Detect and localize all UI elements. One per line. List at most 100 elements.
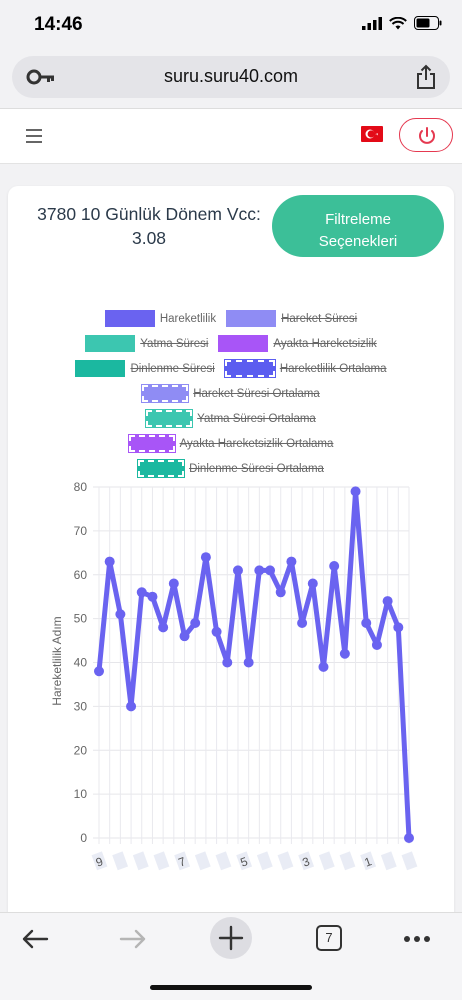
filter-label-line2: Seçenekleri: [318, 232, 398, 250]
x-tick: 3: [298, 851, 315, 871]
legend-item-hareketlilik[interactable]: Hareketlilik: [104, 310, 217, 327]
y-tick-label: 80: [74, 480, 88, 494]
status-icons: [362, 16, 442, 30]
legend-swatch: [218, 335, 269, 352]
x-tick-bg: [194, 851, 211, 871]
x-tick: [318, 851, 335, 871]
legend-item-dinlenme-suresi[interactable]: Dinlenme Süresi: [75, 360, 215, 377]
y-tick-label: 10: [74, 787, 88, 801]
key-icon[interactable]: [26, 68, 56, 86]
y-tick-label: 70: [74, 524, 88, 538]
x-tick-label: 1: [362, 854, 373, 870]
data-point: [158, 622, 169, 633]
legend-label: Ayakta Hareketsizlik: [273, 337, 377, 350]
legend-item-yatma-suresi[interactable]: Yatma Süresi: [85, 335, 208, 352]
series-layer: [94, 486, 414, 843]
x-tick: [112, 851, 129, 871]
legend-swatch: [127, 434, 176, 453]
legend-row-2: Yatma Süresi Ayakta Hareketsizlik: [8, 335, 454, 352]
legend-label: Ayakta Hareketsizlik Ortalama: [179, 437, 334, 450]
legend-swatch: [145, 409, 194, 428]
x-tick-bg: [91, 851, 108, 871]
legend-item-hareket-suresi-ortalama[interactable]: Hareket Süresi Ortalama: [141, 384, 320, 403]
x-tick: [380, 851, 397, 871]
x-tick-label: 9: [94, 854, 105, 870]
data-point: [297, 618, 308, 629]
y-tick-label: 50: [74, 612, 88, 626]
data-point: [286, 556, 297, 567]
legend-item-hareket-suresi[interactable]: Hareket Süresi: [226, 310, 357, 327]
y-axis-title: Hareketlilik Adım: [50, 616, 64, 705]
legend-label: Yatma Süresi: [140, 337, 209, 350]
x-tick-bg: [380, 851, 397, 871]
data-point: [339, 648, 350, 659]
data-point: [104, 556, 115, 567]
data-point: [361, 618, 372, 629]
x-tick: 1: [360, 851, 377, 871]
data-point: [94, 666, 104, 677]
x-tick-label: 7: [176, 854, 187, 870]
x-tick: [215, 851, 232, 871]
legend-row-5: Yatma Süresi Ortalama: [8, 409, 454, 428]
data-point: [168, 578, 179, 589]
back-arrow-icon[interactable]: [20, 927, 50, 951]
legend-label: Hareket Süresi: [281, 312, 358, 325]
data-point: [115, 609, 126, 620]
y-tick-label: 0: [80, 831, 87, 845]
data-point: [200, 552, 211, 563]
card-title: 3780 10 Günlük Dönem Vcc: 3.08: [37, 204, 261, 248]
legend-swatch: [75, 360, 126, 377]
filter-options-button[interactable]: Filtreleme Seçenekleri: [272, 195, 444, 257]
data-point: [211, 626, 222, 637]
hamburger-menu-icon[interactable]: [26, 129, 42, 143]
new-tab-button[interactable]: [210, 917, 252, 959]
tabs-count: 7: [325, 930, 333, 945]
legend-label: Hareketlilik: [159, 312, 217, 325]
x-tick: [401, 851, 418, 871]
tabs-count-button[interactable]: 7: [316, 925, 342, 951]
legend-row-4: Hareket Süresi Ortalama: [8, 384, 454, 403]
logout-button[interactable]: [399, 118, 453, 152]
url-text[interactable]: suru.suru40.com: [163, 66, 299, 86]
x-tick-label: 3: [300, 854, 311, 870]
legend-item-yatma-suresi-ortalama[interactable]: Yatma Süresi Ortalama: [145, 409, 316, 428]
y-tick-label: 30: [74, 699, 88, 713]
data-point: [350, 486, 361, 497]
share-icon[interactable]: [416, 64, 436, 90]
legend-item-dinlenme-suresi-ortalama[interactable]: Dinlenme Süresi Ortalama: [137, 459, 324, 478]
turkish-flag-icon[interactable]: [361, 126, 383, 142]
data-point: [382, 596, 393, 607]
data-point: [222, 657, 233, 668]
forward-arrow-icon[interactable]: [118, 927, 148, 951]
data-point: [404, 833, 414, 843]
legend-row-7: Dinlenme Süresi Ortalama: [8, 459, 454, 478]
x-tick-bg: [277, 851, 294, 871]
data-point: [190, 618, 201, 629]
data-point: [393, 622, 404, 633]
wifi-icon: [389, 16, 407, 29]
legend-item-ayakta-hareketsizlik-ortalama[interactable]: Ayakta Hareketsizlik Ortalama: [127, 434, 334, 453]
x-tick: 5: [236, 851, 253, 871]
x-tick: [277, 851, 294, 871]
legend-label: Hareket Süresi Ortalama: [193, 387, 320, 400]
data-point: [254, 565, 265, 576]
legend-row-6: Ayakta Hareketsizlik Ortalama: [8, 434, 454, 453]
legend-swatch: [223, 359, 276, 378]
app-navbar: [0, 108, 462, 164]
x-tick: 9: [91, 851, 108, 871]
legend-item-hareketlilik-ortalama[interactable]: Hareketlilik Ortalama: [223, 359, 387, 378]
x-tick: [153, 851, 170, 871]
x-tick: [132, 851, 149, 871]
x-tick: [194, 851, 211, 871]
data-point: [232, 565, 243, 576]
x-tick-bg: [112, 851, 129, 871]
legend-swatch: [226, 310, 277, 327]
address-bar[interactable]: suru.suru40.com: [12, 56, 450, 98]
data-point: [371, 639, 382, 650]
x-tick-bg: [215, 851, 232, 871]
more-options-icon[interactable]: [403, 935, 431, 943]
legend-item-ayakta-hareketsizlik[interactable]: Ayakta Hareketsizlik: [218, 335, 377, 352]
data-point: [147, 591, 158, 602]
series-line-hareketlilik: [96, 488, 412, 841]
x-tick-bg: [132, 851, 149, 871]
